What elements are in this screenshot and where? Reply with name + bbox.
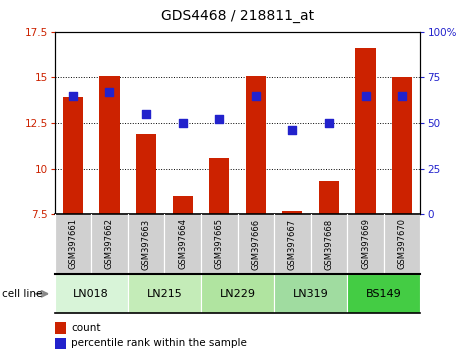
Bar: [128, 274, 201, 313]
Text: percentile rank within the sample: percentile rank within the sample: [71, 338, 247, 348]
Point: [252, 93, 259, 98]
Text: GSM397666: GSM397666: [251, 218, 260, 269]
Text: GSM397663: GSM397663: [142, 218, 151, 269]
Text: BS149: BS149: [366, 289, 402, 299]
Bar: [392, 78, 412, 214]
Bar: [91, 214, 128, 274]
Text: GSM397665: GSM397665: [215, 218, 224, 269]
Bar: [55, 322, 66, 334]
Bar: [201, 274, 274, 313]
Bar: [55, 214, 91, 274]
Bar: [274, 214, 311, 274]
Point: [69, 93, 77, 98]
Bar: [209, 158, 229, 214]
Point: [142, 111, 150, 117]
Text: GSM397669: GSM397669: [361, 218, 370, 269]
Bar: [238, 214, 274, 274]
Text: GSM397668: GSM397668: [324, 218, 333, 269]
Point: [289, 127, 296, 133]
Bar: [201, 214, 238, 274]
Bar: [55, 274, 128, 313]
Point: [362, 93, 370, 98]
Text: GSM397661: GSM397661: [68, 218, 77, 269]
Bar: [347, 214, 384, 274]
Point: [105, 89, 113, 95]
Bar: [282, 211, 303, 214]
Bar: [311, 214, 347, 274]
Bar: [347, 274, 420, 313]
Bar: [63, 97, 83, 214]
Bar: [384, 214, 420, 274]
Bar: [128, 214, 164, 274]
Text: cell line: cell line: [2, 289, 43, 299]
Text: count: count: [71, 323, 101, 333]
Bar: [355, 48, 376, 214]
Bar: [136, 134, 156, 214]
Text: LN319: LN319: [293, 289, 329, 299]
Text: LN018: LN018: [73, 289, 109, 299]
Point: [216, 116, 223, 122]
Text: GDS4468 / 218811_at: GDS4468 / 218811_at: [161, 9, 314, 23]
Bar: [172, 196, 193, 214]
Text: GSM397664: GSM397664: [178, 218, 187, 269]
Bar: [274, 274, 347, 313]
Bar: [99, 76, 120, 214]
Bar: [319, 181, 339, 214]
Text: GSM397670: GSM397670: [398, 218, 407, 269]
Bar: [246, 76, 266, 214]
Point: [179, 120, 186, 126]
Text: LN215: LN215: [146, 289, 182, 299]
Text: GSM397667: GSM397667: [288, 218, 297, 269]
Point: [398, 93, 406, 98]
Text: GSM397662: GSM397662: [105, 218, 114, 269]
Bar: [164, 214, 201, 274]
Bar: [55, 337, 66, 349]
Point: [325, 120, 332, 126]
Text: LN229: LN229: [219, 289, 256, 299]
